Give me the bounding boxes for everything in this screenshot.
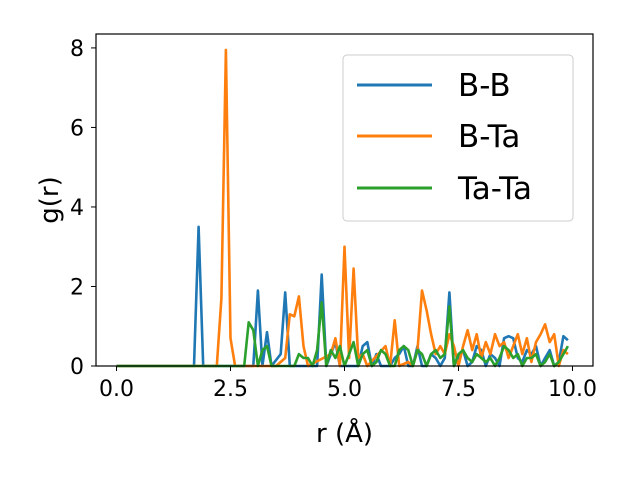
y-axis-ticks: 0 2 4 6 8: [70, 37, 96, 380]
x-tick-label: 7.5: [441, 377, 476, 402]
legend: B-B B-Ta Ta-Ta: [342, 54, 574, 222]
legend-label-ta-ta: Ta-Ta: [457, 171, 532, 207]
series-line-b-ta: [116, 48, 569, 368]
x-axis-ticks: 0.0 2.5 5.0 7.5 10.0: [99, 366, 597, 402]
legend-label-b-b: B-B: [458, 68, 511, 104]
x-tick-label: 10.0: [548, 377, 597, 402]
x-axis-label: r (Å): [316, 417, 373, 449]
y-tick-label: 6: [70, 116, 84, 141]
y-tick-label: 4: [70, 196, 84, 221]
y-tick-label: 8: [70, 37, 84, 62]
y-tick-label: 0: [70, 355, 84, 380]
legend-label-b-ta: B-Ta: [458, 119, 520, 155]
x-tick-label: 2.5: [213, 377, 248, 402]
x-tick-label: 5.0: [327, 377, 362, 402]
y-axis-label: g(r): [35, 176, 65, 223]
x-tick-label: 0.0: [99, 377, 134, 402]
legend-box: [342, 54, 574, 222]
y-tick-label: 2: [70, 275, 84, 300]
